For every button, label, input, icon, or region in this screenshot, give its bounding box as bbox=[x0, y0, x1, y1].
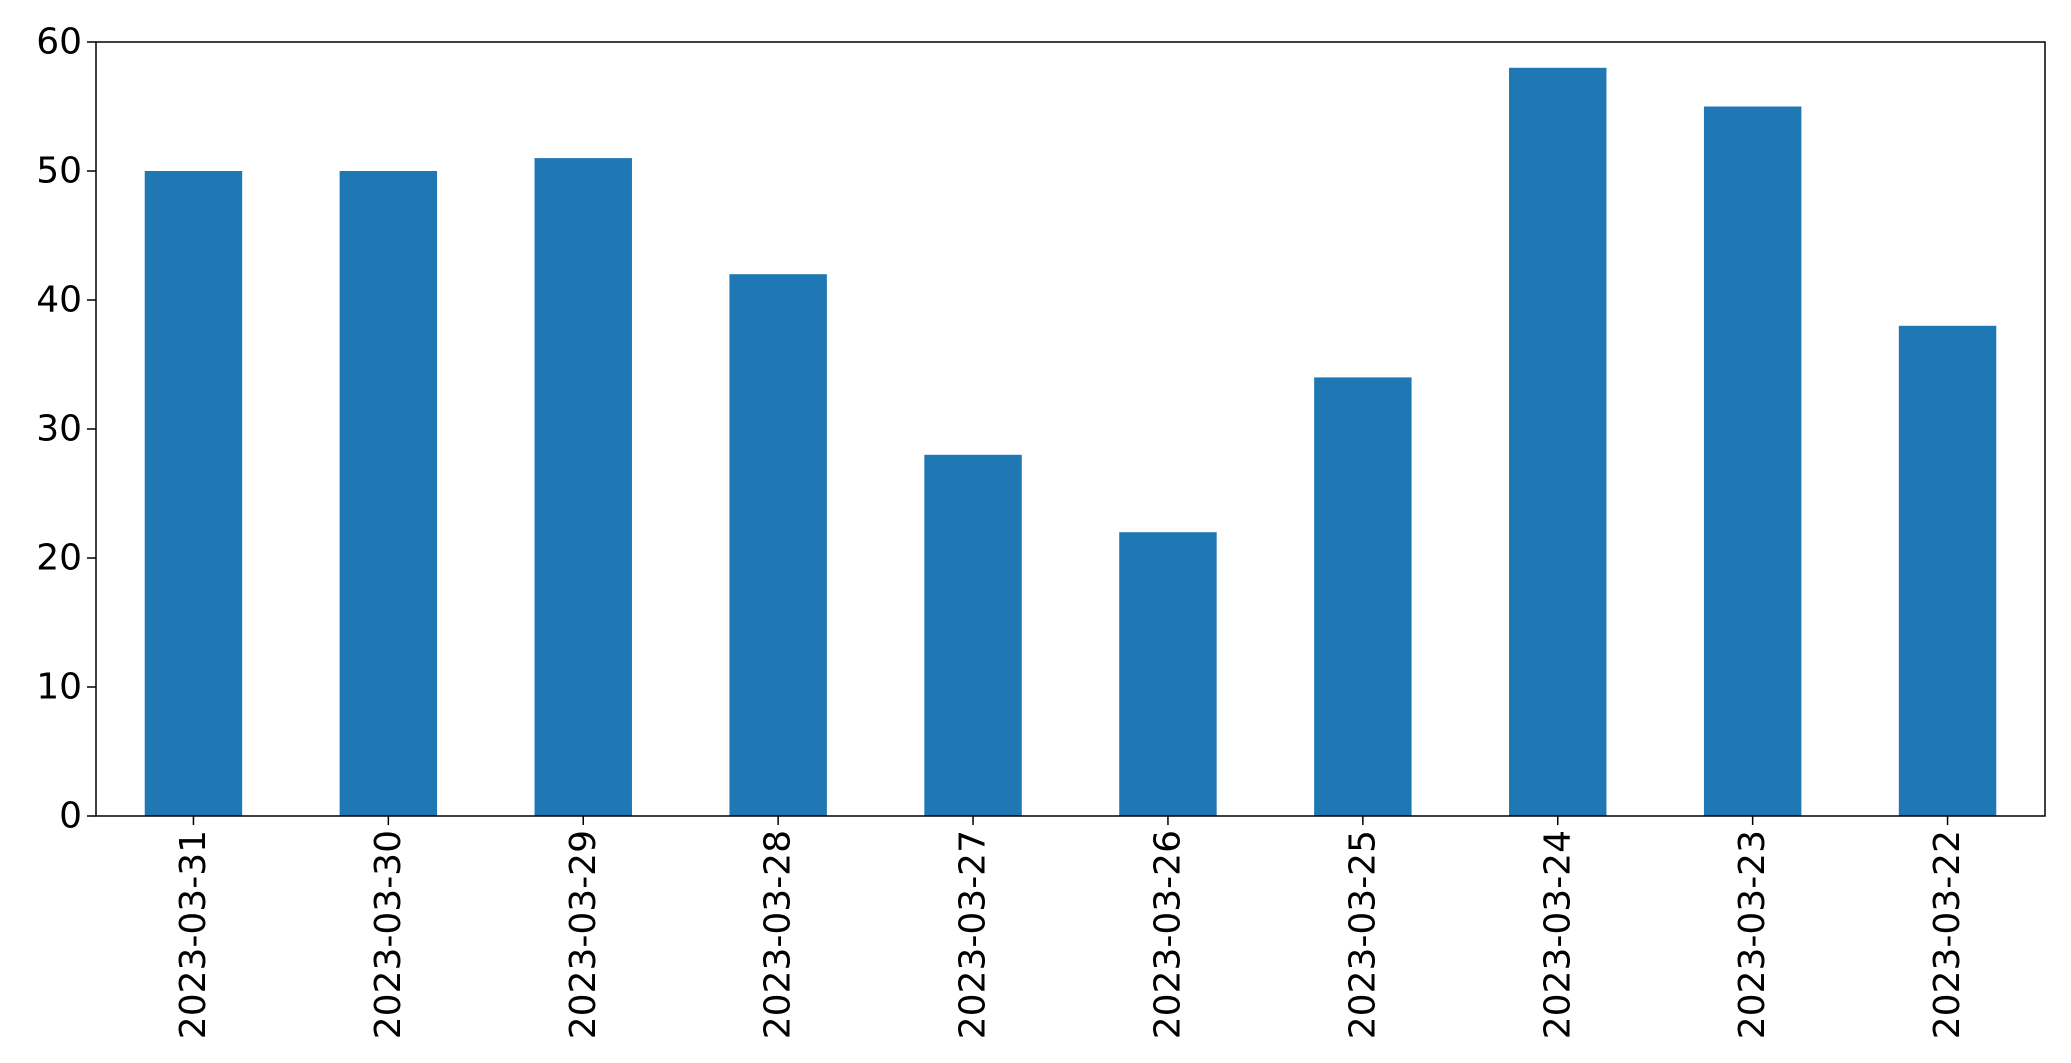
x-tick-label: 2023-03-31 bbox=[173, 830, 214, 1039]
y-tick-label: 60 bbox=[36, 22, 82, 63]
y-tick-label: 20 bbox=[36, 538, 82, 579]
x-tick-label: 2023-03-23 bbox=[1732, 830, 1773, 1039]
y-tick-label: 40 bbox=[36, 280, 82, 321]
x-tick-label: 2023-03-26 bbox=[1147, 830, 1188, 1039]
bar-2023-03-27 bbox=[924, 454, 1022, 816]
bar-2023-03-26 bbox=[1119, 532, 1217, 816]
bar-2023-03-23 bbox=[1703, 106, 1802, 816]
bar-2023-03-29 bbox=[534, 158, 632, 817]
y-tick-label: 0 bbox=[59, 796, 82, 837]
bar-2023-03-28 bbox=[729, 274, 827, 816]
x-tick-label: 2023-03-24 bbox=[1537, 830, 1578, 1039]
bar-2023-03-25 bbox=[1314, 377, 1412, 816]
x-tick-label: 2023-03-27 bbox=[953, 830, 994, 1039]
y-tick-label: 30 bbox=[36, 409, 82, 450]
x-axis: 2023-03-31 2023-03-30 2023-03-29 2023-03-28… bbox=[173, 816, 1968, 1039]
y-tick-label: 50 bbox=[36, 151, 82, 192]
bar-2023-03-30 bbox=[339, 171, 438, 816]
x-tick-label: 2023-03-29 bbox=[563, 830, 604, 1039]
bar-2023-03-22 bbox=[1898, 325, 1997, 816]
x-tick-label: 2023-03-25 bbox=[1342, 830, 1383, 1039]
y-tick-label: 10 bbox=[36, 667, 82, 708]
y-axis: 0 10 20 30 40 50 60 bbox=[36, 22, 96, 837]
bars-layer bbox=[144, 67, 1997, 817]
bar-2023-03-31 bbox=[144, 171, 243, 816]
x-tick-label: 2023-03-28 bbox=[758, 830, 799, 1039]
bar-2023-03-24 bbox=[1509, 67, 1607, 817]
x-tick-label: 2023-03-30 bbox=[368, 830, 409, 1039]
x-tick-label: 2023-03-22 bbox=[1927, 830, 1968, 1039]
